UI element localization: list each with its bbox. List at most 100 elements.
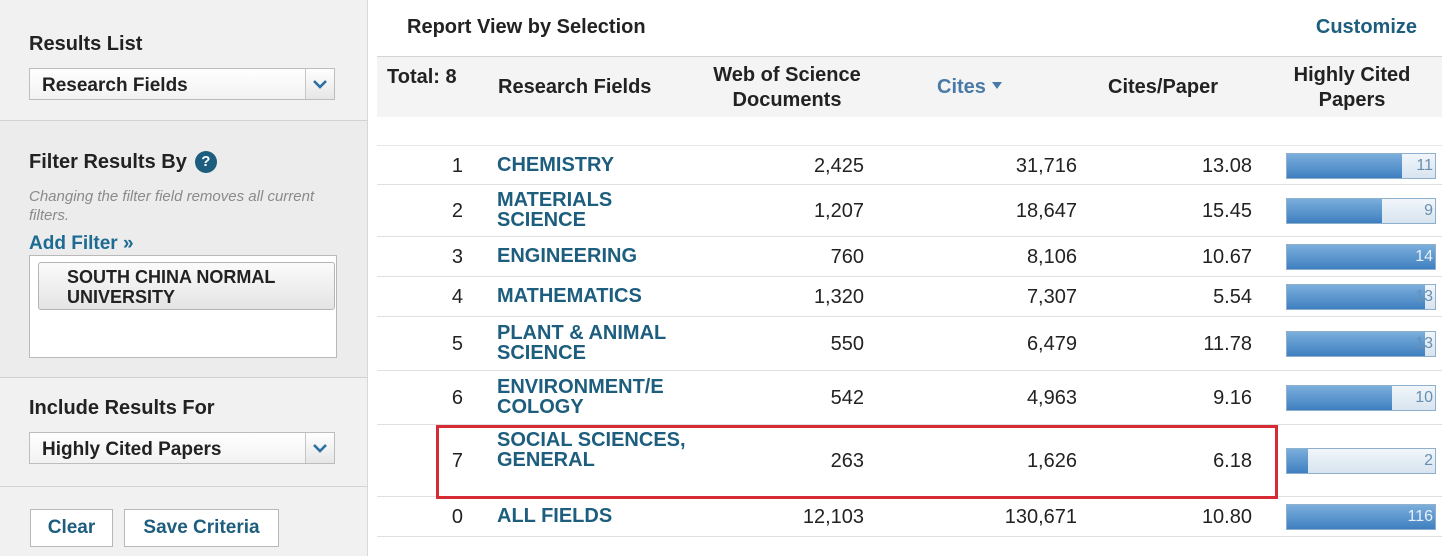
row-rank: 4	[451, 286, 463, 308]
column-highly-cited: Highly Cited Papers	[1293, 64, 1411, 111]
filter-title-text: Filter Results By	[29, 151, 187, 173]
row-cites: 8,106	[1026, 246, 1077, 268]
column-cites-sort[interactable]: Cites	[937, 75, 1002, 100]
row-documents: 12,103	[802, 506, 864, 528]
sort-desc-icon	[991, 82, 1002, 89]
total-count: Total: 8	[387, 66, 457, 88]
filter-section: Filter Results By? Changing the filter f…	[0, 120, 367, 378]
highly-cited-count: 9	[1424, 202, 1433, 219]
row-research-field-link[interactable]: CHEMISTRY	[497, 154, 615, 176]
row-research-field-link[interactable]: ALL FIELDS	[497, 505, 613, 527]
highly-cited-count: 116	[1407, 508, 1433, 525]
row-rank: 6	[451, 387, 463, 409]
row-research-field-link[interactable]: ENGINEERING	[497, 245, 638, 267]
column-research-fields: Research Fields	[498, 76, 652, 98]
highly-cited-count: 2	[1424, 452, 1433, 469]
row-cites: 31,716	[1015, 155, 1077, 177]
row-cites: 130,671	[1004, 506, 1077, 528]
column-wos-documents: Web of Science Documents	[713, 64, 861, 111]
row-cites: 4,963	[1026, 387, 1077, 409]
highly-cited-bar-fill	[1287, 332, 1425, 356]
highly-cited-bar-fill	[1287, 505, 1435, 529]
row-rank: 7	[451, 450, 463, 472]
row-rank: 5	[451, 333, 463, 355]
results-list-select[interactable]: Research Fields	[29, 68, 335, 100]
report-title: Report View by Selection	[407, 16, 646, 38]
row-cites-per-paper: 11.78	[1203, 333, 1252, 355]
include-value: Highly Cited Papers	[42, 439, 222, 460]
table-row: 5 PLANT & ANIMAL SCIENCE 550 6,479 11.78 13	[377, 317, 1442, 371]
table-row: 3 ENGINEERING 760 8,106 10.67 14	[377, 237, 1442, 277]
row-cites-per-paper: 6.18	[1213, 450, 1252, 472]
row-research-field-link[interactable]: SOCIAL SCIENCES, GENERAL	[497, 429, 686, 471]
row-research-field-link[interactable]: PLANT & ANIMAL SCIENCE	[497, 322, 666, 364]
row-cites: 1,626	[1026, 450, 1077, 472]
highly-cited-count: 11	[1416, 157, 1433, 174]
highly-cited-bar[interactable]: 10	[1286, 385, 1436, 411]
row-cites-per-paper: 10.80	[1201, 506, 1252, 528]
row-rank: 2	[451, 200, 463, 222]
active-filter-chip[interactable]: SOUTH CHINA NORMAL UNIVERSITY	[38, 262, 335, 310]
row-research-field-link[interactable]: MATERIALS SCIENCE	[497, 189, 613, 231]
results-list-section: Results List Research Fields	[0, 0, 367, 120]
row-documents: 1,320	[813, 286, 864, 308]
include-select[interactable]: Highly Cited Papers	[29, 432, 335, 464]
row-research-field-link[interactable]: MATHEMATICS	[497, 285, 642, 307]
row-documents: 550	[830, 333, 864, 355]
highly-cited-bar[interactable]: 14	[1286, 244, 1436, 270]
include-title: Include Results For	[29, 397, 215, 419]
help-icon[interactable]: ?	[194, 151, 217, 173]
table-row: 6 ENVIRONMENT/E COLOGY 542 4,963 9.16 10	[377, 371, 1442, 425]
highly-cited-count: 14	[1415, 248, 1433, 265]
highly-cited-count: 10	[1415, 389, 1433, 406]
clear-button[interactable]: Clear	[30, 509, 113, 547]
header-divider	[377, 56, 1442, 57]
include-section: Include Results For Highly Cited Papers	[0, 378, 367, 486]
highly-cited-bar-fill	[1287, 199, 1382, 223]
highly-cited-bar[interactable]: 9	[1286, 198, 1436, 224]
add-filter-link[interactable]: Add Filter »	[29, 233, 134, 254]
results-list-value: Research Fields	[42, 75, 188, 96]
highly-cited-count: 13	[1415, 288, 1433, 305]
table-row: 2 MATERIALS SCIENCE 1,207 18,647 15.45 9	[377, 185, 1442, 237]
filter-note: Changing the filter field removes all cu…	[29, 188, 315, 224]
row-documents: 2,425	[813, 155, 864, 177]
customize-link[interactable]: Customize	[1315, 16, 1417, 38]
highly-cited-bar[interactable]: 116	[1286, 504, 1436, 530]
column-cites-label: Cites	[937, 76, 986, 98]
row-cites-per-paper: 10.67	[1201, 246, 1252, 268]
save-criteria-button[interactable]: Save Criteria	[124, 509, 279, 547]
row-documents: 760	[830, 246, 864, 268]
highly-cited-bar[interactable]: 2	[1286, 448, 1436, 474]
active-filters-box: SOUTH CHINA NORMAL UNIVERSITY	[29, 255, 337, 358]
row-rank: 3	[451, 246, 463, 268]
row-research-field-link[interactable]: ENVIRONMENT/E COLOGY	[497, 376, 664, 418]
row-documents: 542	[830, 387, 864, 409]
row-cites-per-paper: 5.54	[1213, 286, 1252, 308]
row-documents: 263	[830, 450, 864, 472]
highly-cited-bar[interactable]: 13	[1286, 331, 1436, 357]
row-documents: 1,207	[813, 200, 864, 222]
row-cites: 7,307	[1026, 286, 1077, 308]
highly-cited-bar-fill	[1287, 154, 1403, 178]
row-cites: 6,479	[1026, 333, 1077, 355]
row-rank: 0	[451, 506, 463, 528]
sidebar: Results List Research Fields Filter Resu…	[0, 0, 368, 556]
table-header: Total: 8 Research Fields Web of Science …	[377, 57, 1442, 117]
column-cites-per-paper: Cites/Paper	[1108, 76, 1219, 98]
highly-cited-bar-fill	[1287, 449, 1308, 473]
results-list-title: Results List	[29, 33, 143, 55]
table-row: 4 MATHEMATICS 1,320 7,307 5.54 13	[377, 277, 1442, 317]
row-cites-per-paper: 15.45	[1201, 200, 1252, 222]
table-row: 0 ALL FIELDS 12,103 130,671 10.80 116	[377, 497, 1442, 537]
highly-cited-bar[interactable]: 13	[1286, 284, 1436, 310]
highly-cited-bar[interactable]: 11	[1286, 153, 1436, 179]
highly-cited-bar-fill	[1287, 285, 1425, 309]
chevron-down-icon[interactable]	[305, 69, 334, 99]
chevron-down-icon[interactable]	[305, 433, 334, 463]
highly-cited-bar-fill	[1287, 386, 1393, 410]
row-cites: 18,647	[1015, 200, 1077, 222]
criteria-buttons: Clear Save Criteria	[0, 486, 367, 556]
highlight-box	[436, 425, 1278, 499]
highly-cited-bar-fill	[1287, 245, 1435, 269]
